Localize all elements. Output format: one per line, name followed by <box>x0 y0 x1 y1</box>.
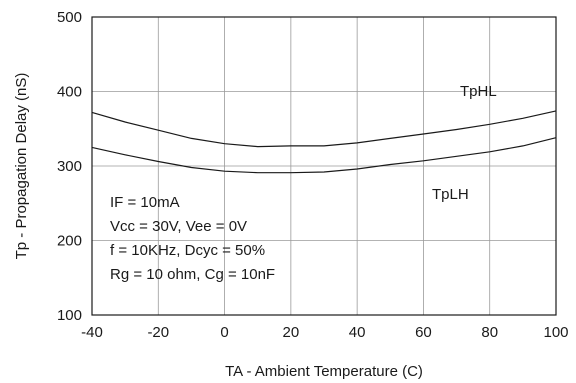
y-tick-label: 200 <box>57 233 82 250</box>
y-tick-label: 100 <box>57 307 82 324</box>
y-tick-label: 400 <box>57 84 82 101</box>
note-if: IF = 10mA <box>110 194 180 211</box>
y-axis-label: Tp - Propagation Delay (nS) <box>13 73 30 260</box>
x-tick-label: 40 <box>349 324 366 341</box>
series-line-tplh <box>91 137 557 174</box>
y-tick-label: 300 <box>57 158 82 175</box>
x-tick-label: 20 <box>283 324 300 341</box>
grid-layer <box>92 17 556 315</box>
plot-frame <box>91 16 557 316</box>
y-tick-label: 500 <box>57 9 82 26</box>
note-rg: Rg = 10 ohm, Cg = 10nF <box>110 266 275 283</box>
x-tick-label: 100 <box>543 324 568 341</box>
note-freq: f = 10KHz, Dcyc = 50% <box>110 242 265 259</box>
x-tick-label: -40 <box>81 324 103 341</box>
x-tick-label: -20 <box>147 324 169 341</box>
x-axis-label: TA - Ambient Temperature (C) <box>225 363 423 380</box>
series-line-tphl <box>91 110 557 148</box>
series-layer <box>91 110 557 174</box>
note-vcc: Vcc = 30V, Vee = 0V <box>110 218 247 235</box>
test-conditions: IF = 10mA Vcc = 30V, Vee = 0V f = 10KHz,… <box>110 194 275 283</box>
x-tick-label: 60 <box>415 324 432 341</box>
series-label-tphl: TpHL <box>460 83 497 100</box>
series-label-tplh: TpLH <box>432 186 469 203</box>
x-tick-label: 0 <box>220 324 228 341</box>
tick-layer: -40 -20 0 20 40 60 80 100 100 200 300 400 500 <box>57 9 569 341</box>
x-tick-label: 80 <box>481 324 498 341</box>
